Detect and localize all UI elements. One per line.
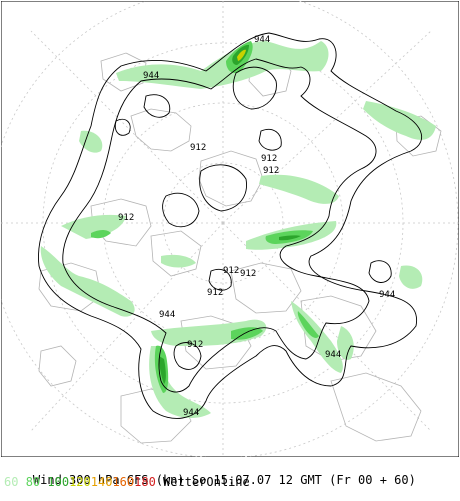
legend-value-160: 160 — [112, 475, 135, 489]
legend-and-source: 60 80 100120140160180 WetterOnline — [4, 475, 250, 489]
legend-value-60: 60 — [4, 475, 19, 489]
legend-value-180: 180 — [134, 475, 156, 489]
contour-label: 944 — [379, 290, 395, 300]
contour-label: 912 — [263, 166, 279, 176]
contour-label: 912 — [187, 340, 203, 350]
contour-label: 912 — [190, 143, 206, 153]
contour-label: 912 — [223, 266, 239, 276]
legend-value-80: 80 — [25, 475, 41, 489]
contour-label: 944 — [143, 71, 159, 81]
contour-label: 912 — [118, 213, 134, 223]
source-credit: WetterOnline — [163, 475, 250, 489]
legend-value-120: 120 — [69, 475, 91, 489]
map-caption: Wind 300 hPa GFS (kn) So 15.07.07 12 GMT… — [4, 459, 416, 501]
wind-60-shading — [40, 41, 436, 418]
wind-120-shading — [237, 49, 246, 61]
contour-label: 944 — [159, 310, 175, 320]
contour-label: 944 — [183, 408, 199, 418]
contour-label: 944 — [254, 35, 270, 45]
contour-label: 912 — [240, 269, 256, 279]
contour-lines — [38, 32, 423, 419]
legend-value-140: 140 — [90, 475, 113, 489]
contour-label: 944 — [325, 350, 341, 360]
contour-label: 912 — [261, 154, 277, 164]
graticule — [1, 1, 459, 457]
contour-label-group: 944 944 912 912 912 912 912 912 912 944 … — [118, 35, 395, 418]
legend-value-100: 100 — [47, 475, 70, 489]
contour-label: 912 — [207, 288, 223, 298]
caption-text: Wind 300 hPa GFS (kn) So 15.07.07 12 GMT… — [32, 473, 416, 487]
map-canvas: 944 944 912 912 912 912 912 912 912 944 … — [1, 1, 459, 457]
